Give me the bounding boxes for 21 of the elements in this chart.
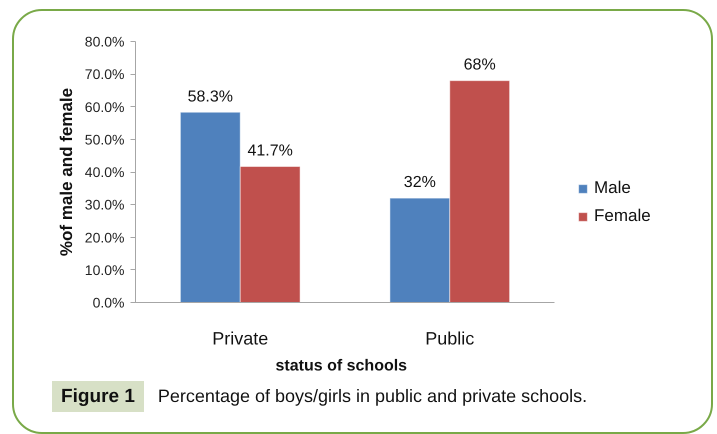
y-tick-label: 70.0% xyxy=(84,66,125,82)
x-tick-label: Public xyxy=(425,328,474,348)
y-tick-label: 10.0% xyxy=(84,262,125,278)
y-tick-label: 80.0% xyxy=(84,34,125,50)
y-tick-label: 30.0% xyxy=(84,196,125,213)
legend-label: Male xyxy=(594,178,631,198)
x-axis-title: status of schools xyxy=(276,358,408,374)
legend-label: Female xyxy=(594,206,651,226)
y-tick-label: 60.0% xyxy=(84,98,125,115)
x-tick-label: Private xyxy=(212,328,268,348)
data-label: 32% xyxy=(404,174,436,192)
caption: Figure 1 xyxy=(52,381,144,412)
data-label: 68% xyxy=(464,56,496,74)
y-axis-title: %of male and female xyxy=(56,88,76,256)
y-tick-label: 20.0% xyxy=(84,229,125,246)
text: Percentage of boys/girls in public and private schools. xyxy=(158,386,588,406)
data-label: 58.3% xyxy=(188,88,234,106)
y-tick-label: 50.0% xyxy=(84,131,125,148)
data-label: 41.7% xyxy=(247,142,293,160)
y-tick-label: 40.0% xyxy=(84,164,125,180)
y-tick-label: 0.0% xyxy=(92,294,125,310)
